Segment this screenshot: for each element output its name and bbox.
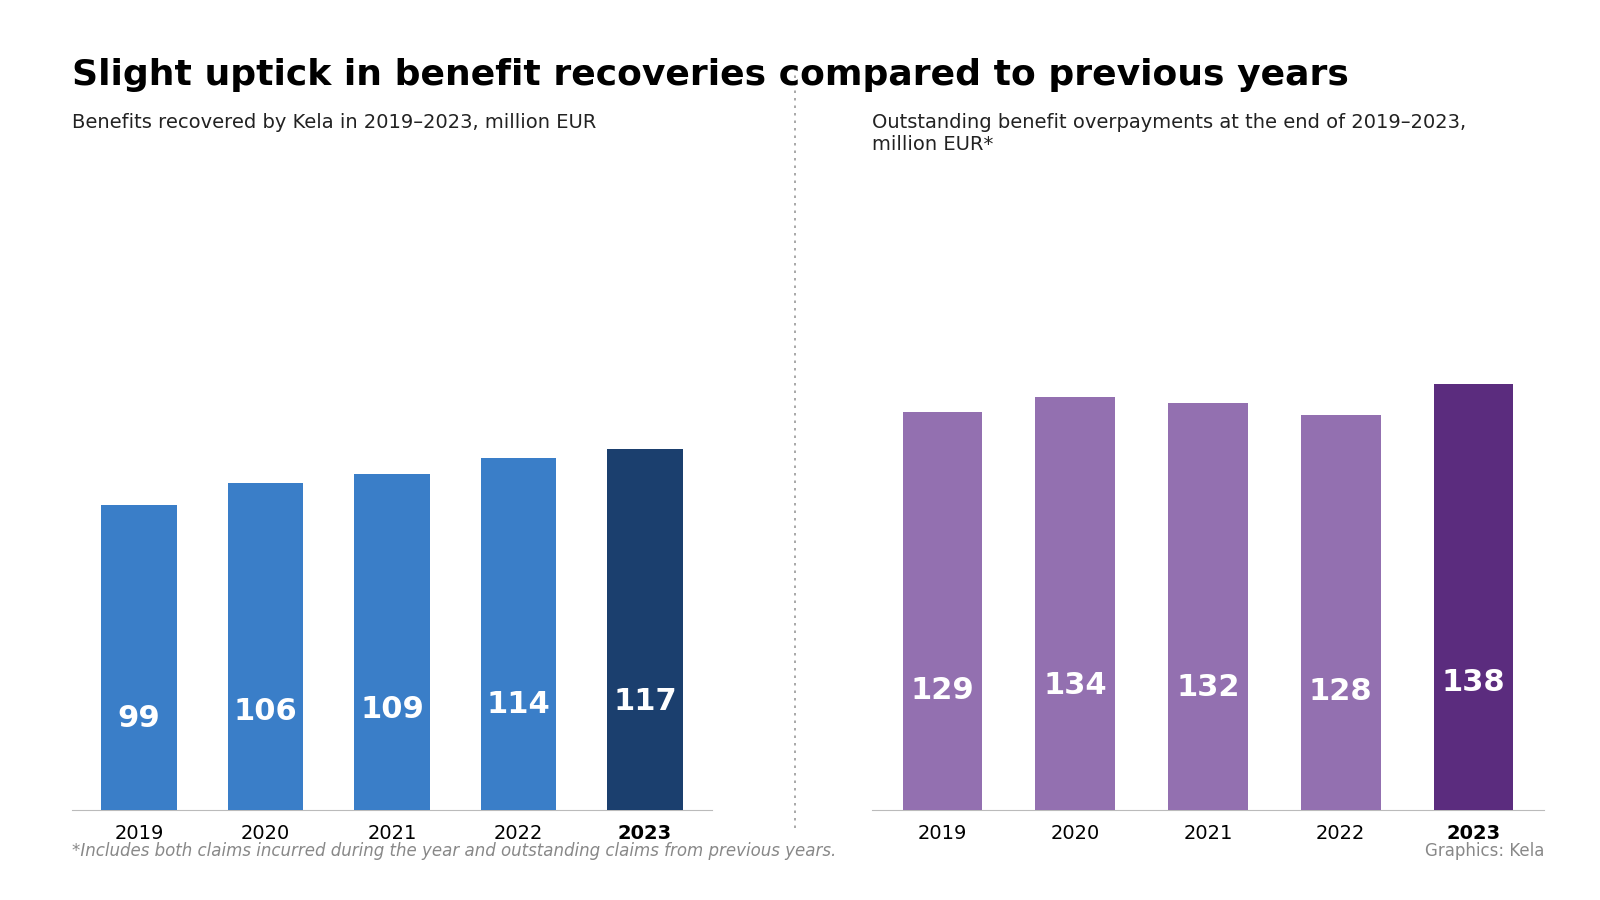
Bar	[101, 505, 178, 810]
Text: 114: 114	[486, 690, 550, 719]
Bar	[1035, 397, 1115, 810]
Text: Slight uptick in benefit recoveries compared to previous years: Slight uptick in benefit recoveries comp…	[72, 58, 1349, 93]
Text: 106: 106	[234, 698, 298, 726]
Text: 129: 129	[910, 676, 974, 705]
Bar	[1434, 384, 1514, 810]
Bar	[902, 412, 982, 810]
Text: 132: 132	[1176, 673, 1240, 702]
Text: 134: 134	[1043, 671, 1107, 700]
Text: 138: 138	[1442, 668, 1506, 697]
Bar	[354, 473, 430, 810]
Bar	[1168, 402, 1248, 810]
Text: 128: 128	[1309, 677, 1373, 706]
Text: *Includes both claims incurred during the year and outstanding claims from previ: *Includes both claims incurred during th…	[72, 842, 837, 859]
Text: Outstanding benefit overpayments at the end of 2019–2023,
million EUR*: Outstanding benefit overpayments at the …	[872, 112, 1466, 154]
Bar	[480, 458, 557, 810]
Text: Graphics: Kela: Graphics: Kela	[1424, 842, 1544, 859]
Text: 117: 117	[613, 688, 677, 716]
Bar	[606, 449, 683, 810]
Bar	[227, 483, 304, 810]
Text: 99: 99	[118, 704, 160, 733]
Bar	[1301, 415, 1381, 810]
Text: Benefits recovered by Kela in 2019–2023, million EUR: Benefits recovered by Kela in 2019–2023,…	[72, 112, 597, 131]
Text: 109: 109	[360, 695, 424, 724]
